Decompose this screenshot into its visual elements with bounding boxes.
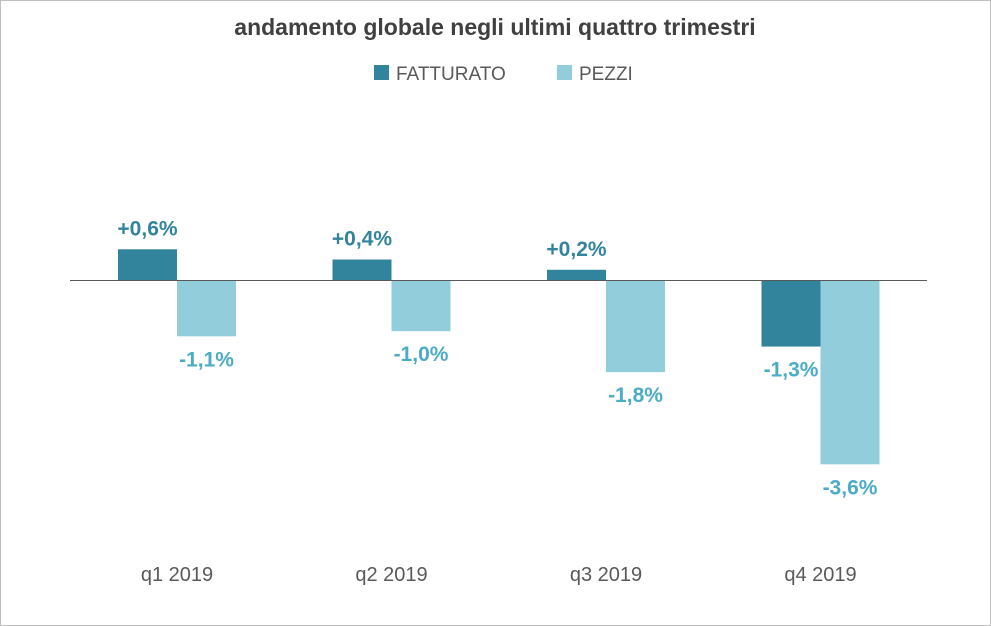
data-label-pezzi-q1-2019: -1,1% xyxy=(179,348,234,371)
bar-fatturato-q3-2019 xyxy=(547,269,606,280)
category-label-q4-2019: q4 2019 xyxy=(784,564,856,586)
chart-title: andamento globale negli ultimi quattro t… xyxy=(234,14,755,40)
data-label-pezzi-q2-2019: -1,0% xyxy=(394,343,449,366)
category-label-q3-2019: q3 2019 xyxy=(570,564,642,586)
data-label-fatturato-q4-2019: -1,3% xyxy=(764,359,819,382)
bar-fatturato-q1-2019 xyxy=(118,249,177,280)
bar-pezzi-q4-2019 xyxy=(820,280,880,465)
legend-swatch-fatturato xyxy=(374,65,389,80)
data-label-fatturato-q1-2019: +0,6% xyxy=(117,217,177,240)
category-label-q1-2019: q1 2019 xyxy=(141,564,213,586)
data-label-fatturato-q2-2019: +0,4% xyxy=(332,228,392,251)
data-label-pezzi-q3-2019: -1,8% xyxy=(608,384,663,407)
legend-swatch-pezzi xyxy=(557,65,572,80)
bar-pezzi-q1-2019 xyxy=(177,280,236,337)
bars xyxy=(118,249,880,465)
category-axis-labels: q1 2019 q2 2019 q3 2019 q4 2019 xyxy=(141,564,857,586)
bar-fatturato-q2-2019 xyxy=(332,259,392,280)
bar-fatturato-q4-2019 xyxy=(761,280,821,347)
bar-pezzi-q2-2019 xyxy=(391,280,451,332)
data-label-fatturato-q3-2019: +0,2% xyxy=(546,238,606,261)
data-label-pezzi-q4-2019: -3,6% xyxy=(823,476,878,499)
legend-label-pezzi: PEZZI xyxy=(579,64,633,85)
data-labels: +0,6% -1,1% +0,4% -1,0% +0,2% -1,8% -1,3% -3,6% xyxy=(117,217,877,499)
category-label-q2-2019: q2 2019 xyxy=(355,564,427,586)
legend: FATTURATO PEZZI xyxy=(374,64,633,85)
legend-label-fatturato: FATTURATO xyxy=(396,64,506,85)
bar-pezzi-q3-2019 xyxy=(606,280,665,373)
